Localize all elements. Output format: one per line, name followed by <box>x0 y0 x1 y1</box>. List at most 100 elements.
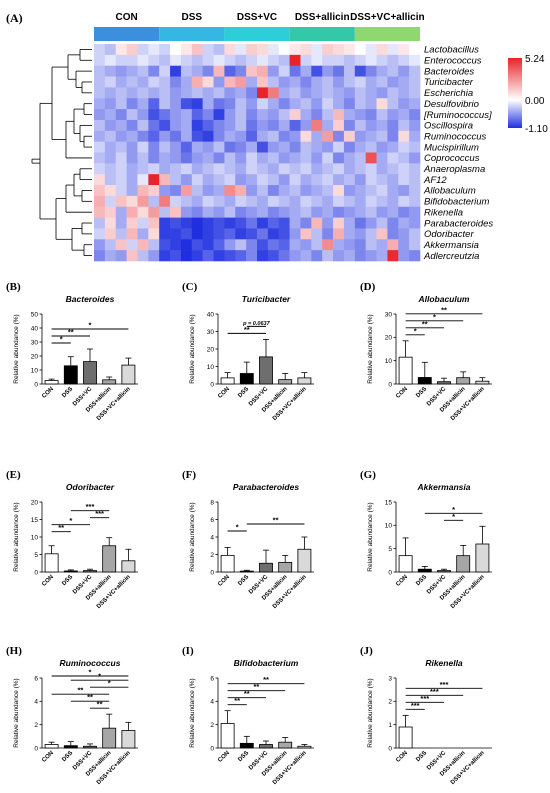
heatmap-cell <box>180 141 193 153</box>
heatmap-cell <box>398 228 410 240</box>
heatmap-cell <box>202 163 214 175</box>
heatmap-cell <box>354 87 366 99</box>
group-bar <box>224 27 290 41</box>
heatmap-cell <box>137 65 149 77</box>
significance-label: * <box>89 668 92 677</box>
heatmap-cell <box>300 185 312 197</box>
heatmap-cell <box>246 152 258 164</box>
group-label: DSS <box>182 12 203 23</box>
heatmap-cell <box>289 130 301 142</box>
heatmap-cell <box>180 250 193 262</box>
heatmap-cell <box>300 217 312 229</box>
heatmap-cell <box>343 130 356 142</box>
heatmap-cell <box>354 98 366 110</box>
heatmap-cell <box>398 239 410 251</box>
heatmap-cell <box>354 65 366 77</box>
heatmap-cell <box>409 185 421 197</box>
heatmap-cell <box>137 239 149 251</box>
color-scale-bar <box>508 58 522 128</box>
heatmap-cell <box>300 65 312 77</box>
heatmap-cell <box>115 141 127 153</box>
heatmap-cell <box>94 228 106 240</box>
heatmap-cell <box>387 174 399 186</box>
heatmap-cell <box>376 152 388 164</box>
heatmap-cell <box>137 163 149 175</box>
heatmap-cell <box>267 239 280 251</box>
x-tick-label: DSS <box>237 386 250 399</box>
heatmap-cell <box>409 206 421 218</box>
heatmap-cell <box>170 44 182 56</box>
heatmap-cell <box>180 152 193 164</box>
heatmap-cell <box>126 109 138 121</box>
heatmap-cell <box>409 152 421 164</box>
heatmap-cell <box>257 163 269 175</box>
x-tick-label: DSS+VC+allicin <box>450 386 486 422</box>
heatmap-cell <box>104 130 117 142</box>
heatmap-cell <box>170 185 182 197</box>
heatmap-cell <box>94 130 106 142</box>
heatmap-cell <box>333 141 345 153</box>
heatmap-cell <box>148 109 160 121</box>
heatmap-cell <box>365 163 377 175</box>
x-tick-label: CON <box>395 386 409 400</box>
heatmap-cell <box>354 250 366 262</box>
heatmap-cell <box>365 250 377 262</box>
x-tick-label: CON <box>217 574 231 588</box>
heatmap-cell <box>191 119 203 132</box>
heatmap-cell <box>213 98 225 110</box>
heatmap-cell <box>137 228 149 240</box>
heatmap-cell <box>365 239 377 251</box>
heatmap-cell <box>267 109 280 121</box>
heatmap-cell <box>137 44 149 56</box>
heatmap-cell <box>246 65 258 77</box>
scale-mid-label: 0.00 <box>525 96 545 107</box>
heatmap-cell <box>354 185 366 197</box>
group-bar <box>354 27 420 41</box>
heatmap-cell <box>267 76 280 88</box>
x-tick-label: DSS <box>415 750 428 763</box>
heatmap-cell <box>148 130 160 142</box>
heatmap-cell <box>409 109 421 121</box>
heatmap-cell <box>94 206 106 218</box>
heatmap-cell <box>333 44 345 56</box>
heatmap-cell <box>137 152 149 164</box>
bar <box>297 377 312 385</box>
heatmap-cell <box>365 119 377 132</box>
heatmap-cell <box>398 174 410 186</box>
heatmap-cell <box>224 152 236 164</box>
panel-label: (J) <box>360 645 373 657</box>
group-bar <box>289 27 355 41</box>
group-label: DSS+allicin <box>295 12 350 23</box>
bar-panel: (E) Odoribacter Relative abundance (%) 0 5 10… <box>6 469 138 610</box>
x-tick-label: CON <box>217 386 231 400</box>
heatmap-cell <box>343 87 356 99</box>
heatmap-cell <box>104 119 117 132</box>
y-tick-label: 20 <box>207 346 215 353</box>
heatmap-cell <box>354 217 366 229</box>
heatmap-cell <box>94 87 106 99</box>
heatmap-cell <box>180 98 193 110</box>
heatmap-cell <box>343 206 356 218</box>
x-tick-label: DSS <box>415 574 428 587</box>
heatmap-cell <box>126 152 138 164</box>
heatmap-cell <box>333 163 345 175</box>
heatmap-cell <box>148 250 160 262</box>
heatmap-cell <box>235 76 247 88</box>
heatmap-cell <box>387 87 399 99</box>
heatmap-cell <box>257 54 269 66</box>
heatmap-cell <box>191 239 203 251</box>
heatmap-cell <box>409 130 421 142</box>
heatmap-cell <box>94 152 106 164</box>
heatmap-cell <box>213 65 225 77</box>
heatmap-cell <box>376 119 388 132</box>
heatmap-cell <box>333 109 345 121</box>
panel-label: (I) <box>182 645 194 657</box>
significance-label: ** <box>77 686 83 695</box>
heatmap-cell <box>289 163 301 175</box>
heatmap: CON DSS DSS+VC DSS+allicin DSS+VC+allicin Lac… <box>31 12 548 262</box>
heatmap-cell <box>224 54 236 66</box>
significance-label: *** <box>411 701 420 710</box>
heatmap-cell <box>213 174 225 186</box>
heatmap-cell <box>159 65 171 77</box>
heatmap-cell <box>300 54 312 66</box>
